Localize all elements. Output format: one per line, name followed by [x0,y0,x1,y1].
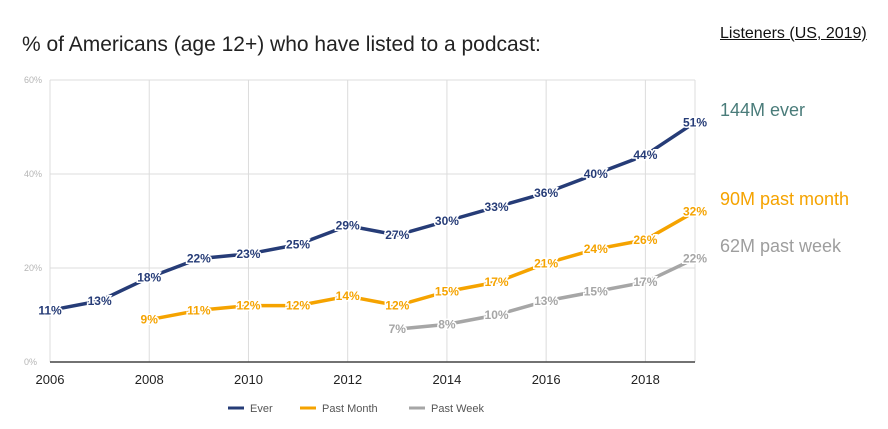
data-label-ever: 25% [286,238,310,252]
legend-label-past-week: Past Week [431,403,484,415]
data-label-past-month: 21% [534,256,558,270]
data-label-past-week: 13% [534,294,558,308]
listeners-heading: Listeners (US, 2019) [720,25,867,42]
data-label-ever: 51% [683,115,707,129]
y-tick-label: 0% [24,357,37,367]
data-label-past-month: 26% [633,233,657,247]
data-label-ever: 40% [584,167,608,181]
x-tick-label: 2016 [532,372,561,387]
data-label-ever: 23% [236,247,260,261]
side-label-ever: 144M ever [720,100,806,120]
data-label-ever: 30% [435,214,459,228]
data-label-past-week: 17% [633,275,657,289]
y-tick-label: 40% [24,169,42,179]
data-label-ever: 33% [485,200,509,214]
data-label-past-month: 12% [286,299,310,313]
x-tick-label: 2014 [432,372,461,387]
data-label-ever: 18% [137,270,161,284]
side-label-past-week: 62M past week [720,236,842,256]
data-label-past-month: 12% [236,299,260,313]
series-line-past-month [147,209,697,322]
side-label-past-month: 90M past month [720,189,850,209]
data-label-past-week: 8% [438,317,456,331]
data-label-ever: 29% [336,219,360,233]
y-tick-label: 20% [24,263,42,273]
data-label-past-month: 32% [683,205,707,219]
chart-title: % of Americans (age 12+) who have listed… [22,33,541,56]
x-tick-label: 2008 [135,372,164,387]
data-label-past-week: 22% [683,252,707,266]
data-label-ever: 11% [38,303,62,317]
data-label-past-month: 17% [485,275,509,289]
y-tick-label: 60% [24,75,42,85]
series-line-past-week [395,256,697,331]
data-label-ever: 13% [88,294,112,308]
data-label-ever: 22% [187,252,211,266]
x-tick-label: 2018 [631,372,660,387]
data-label-past-month: 12% [385,299,409,313]
x-tick-label: 2010 [234,372,263,387]
data-label-past-month: 14% [336,289,360,303]
legend-label-past-month: Past Month [322,403,378,415]
data-label-past-week: 15% [584,285,608,299]
data-label-ever: 27% [385,228,409,242]
series-line-ever [48,120,697,313]
data-label-past-month: 9% [141,313,159,327]
data-label-past-week: 10% [485,308,509,322]
x-tick-label: 2012 [333,372,362,387]
data-label-past-month: 24% [584,242,608,256]
data-label-ever: 44% [633,148,657,162]
x-tick-label: 2006 [36,372,65,387]
data-label-past-month: 11% [187,303,211,317]
data-label-past-week: 7% [389,322,407,336]
legend-label-ever: Ever [250,403,273,415]
data-label-past-month: 15% [435,285,459,299]
data-label-ever: 36% [534,186,558,200]
